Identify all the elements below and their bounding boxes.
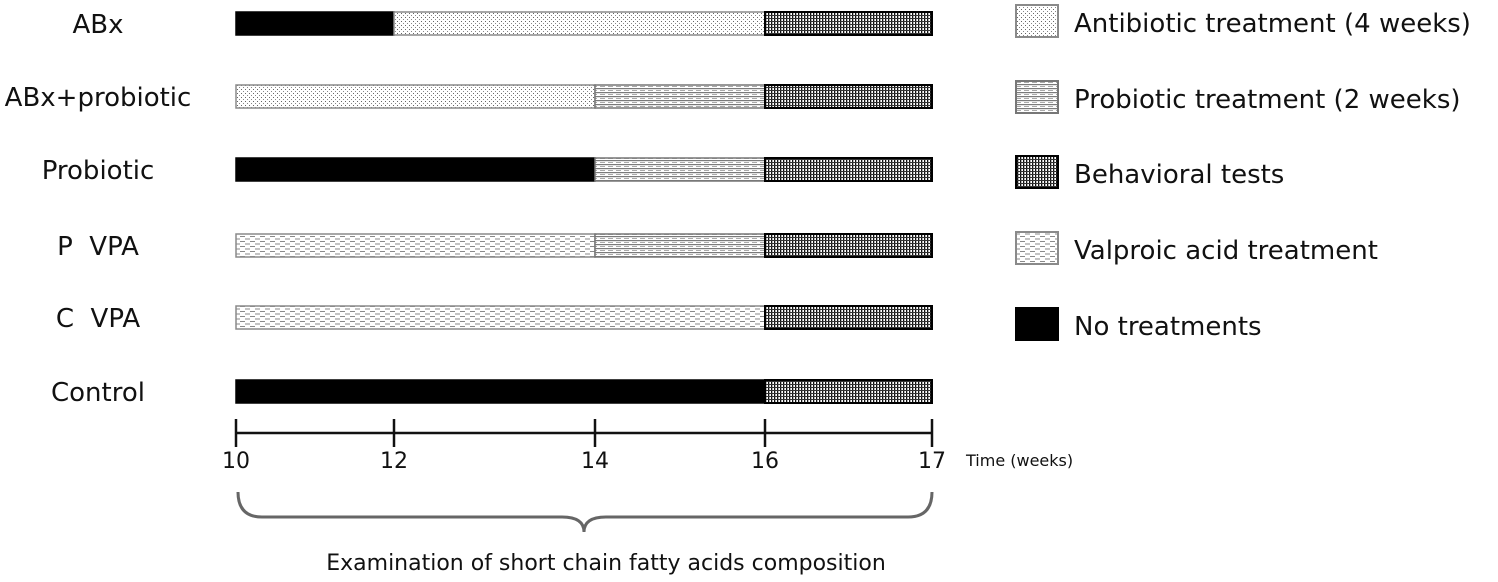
legend-label-none: No treatments	[1074, 312, 1262, 342]
legend-label-antibiotic: Antibiotic treatment (4 weeks)	[1074, 9, 1471, 39]
curly-brace-icon	[236, 491, 934, 533]
legend-label-valproic: Valproic acid treatment	[1074, 236, 1378, 266]
timeline-bars	[235, 11, 933, 404]
bar-segment-behavioral	[764, 11, 933, 36]
legend: Antibiotic treatment (4 weeks) Probiotic …	[1015, 4, 1471, 342]
bar-segment-probiotic	[594, 233, 766, 258]
legend-label-behavioral: Behavioral tests	[1074, 160, 1284, 190]
axis-unit-label: Time (weeks)	[965, 451, 1073, 470]
group-label: ABx	[72, 10, 123, 40]
bar-segment-antibiotic	[393, 11, 766, 36]
brace-caption: Examination of short chain fatty acids c…	[326, 551, 886, 576]
bar-segment-behavioral	[764, 84, 933, 109]
legend-swatch-antibiotic	[1015, 4, 1059, 38]
bar-segment-valproic	[235, 233, 596, 258]
bar-segment-behavioral	[764, 233, 933, 258]
group-label: C VPA	[56, 304, 140, 334]
axis-tick-label: 17	[918, 449, 946, 474]
bar-segment-behavioral	[764, 305, 933, 330]
axis-tick-label: 12	[380, 449, 408, 474]
axis-tick-label: 14	[581, 449, 609, 474]
group-label: ABx+probiotic	[5, 83, 192, 113]
group-label: P VPA	[57, 232, 139, 262]
bar-segment-none	[235, 157, 596, 182]
axis-ticks: 10 12 14 16 17	[222, 419, 946, 474]
time-axis: 10 12 14 16 17 Time (weeks)	[222, 419, 1073, 474]
axis-tick-label: 16	[751, 449, 779, 474]
legend-label-probiotic: Probiotic treatment (2 weeks)	[1074, 85, 1461, 115]
bar-segment-behavioral	[764, 379, 933, 404]
bar-segment-probiotic	[594, 157, 766, 182]
bar-segment-probiotic	[594, 84, 766, 109]
group-label: Control	[51, 378, 145, 408]
bracket: Examination of short chain fatty acids c…	[236, 491, 934, 576]
legend-swatch-none	[1015, 307, 1059, 341]
legend-swatch-behavioral	[1015, 155, 1059, 189]
bar-segment-none	[235, 11, 395, 36]
bar-segment-behavioral	[764, 157, 933, 182]
group-label: Probiotic	[42, 156, 155, 186]
group-labels: ABx ABx+probiotic Probiotic P VPA C VPA Contr…	[5, 10, 192, 408]
bar-segment-none	[235, 379, 766, 404]
legend-swatch-probiotic	[1015, 80, 1059, 114]
axis-tick-label: 10	[222, 449, 250, 474]
bar-segment-valproic	[235, 305, 766, 330]
legend-swatch-valproic	[1015, 231, 1059, 265]
bar-segment-antibiotic	[235, 84, 596, 109]
